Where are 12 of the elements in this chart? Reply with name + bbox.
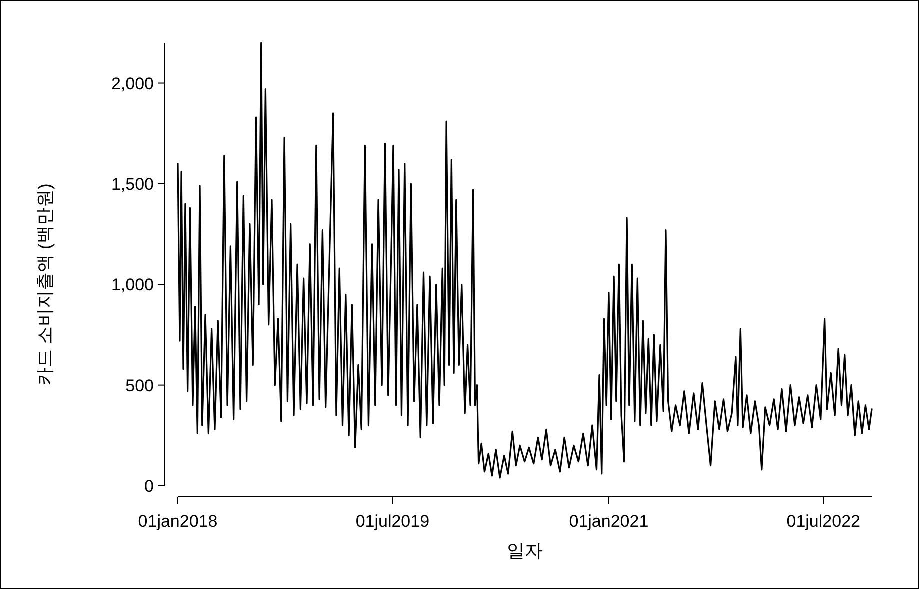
y-tick-label: 1,000: [111, 276, 154, 295]
y-tick-label: 0: [144, 477, 154, 496]
x-axis-title: 일자: [507, 541, 543, 561]
y-tick-label: 1,500: [111, 174, 154, 194]
line-series: [177, 42, 873, 479]
x-tick-label: 01jul2019: [356, 512, 430, 531]
x-tick-label: 01jul2022: [786, 512, 861, 531]
x-tick-label: 01jan2018: [138, 512, 218, 531]
x-tick-label: 01jan2021: [569, 512, 649, 531]
y-axis-title: 카드 소비지출액 (백만원): [35, 184, 55, 386]
y-tick-label: 2,000: [111, 74, 154, 94]
y-tick-label: 500: [126, 376, 154, 396]
